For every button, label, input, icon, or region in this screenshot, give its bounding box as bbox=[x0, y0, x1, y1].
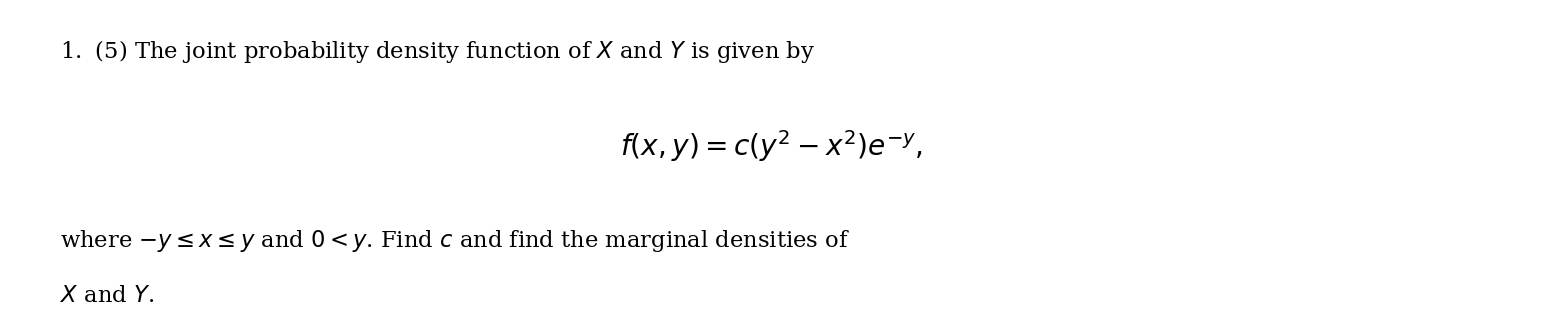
Text: $X$ and $Y$.: $X$ and $Y$. bbox=[60, 285, 154, 307]
Text: where $-y \leq x \leq y$ and $0 < y$. Find $c$ and find the marginal densities o: where $-y \leq x \leq y$ and $0 < y$. Fi… bbox=[60, 228, 850, 254]
Text: 1. $\;$(5) The joint probability density function of $X$ and $Y$ is given by: 1. $\;$(5) The joint probability density… bbox=[60, 37, 815, 65]
Text: $f(x, y) = c(y^2 - x^2)e^{-y},$: $f(x, y) = c(y^2 - x^2)e^{-y},$ bbox=[620, 128, 923, 164]
